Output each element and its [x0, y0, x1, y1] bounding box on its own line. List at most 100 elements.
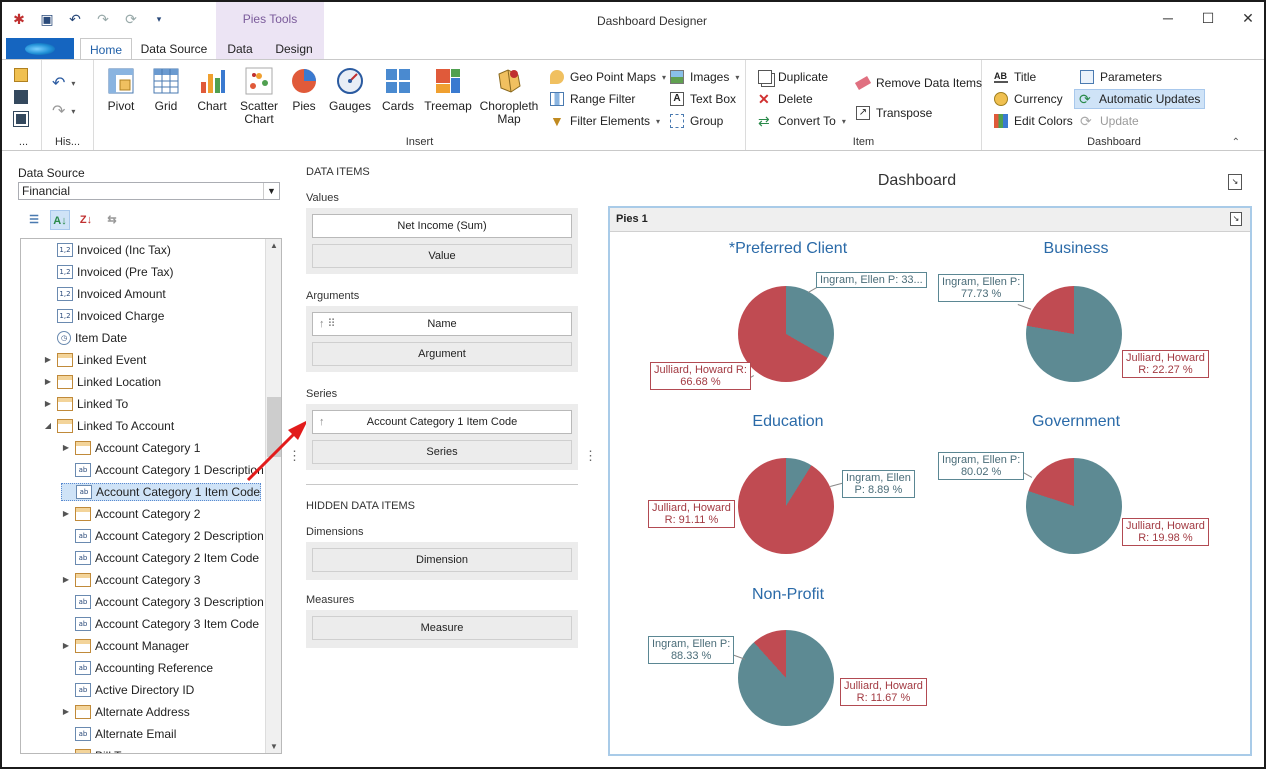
tab-data-source[interactable]: Data Source: [140, 42, 208, 56]
minimize-button[interactable]: ─: [1163, 10, 1173, 26]
tree-item[interactable]: 1,2 Invoiced Charge: [43, 307, 164, 325]
automatic-updates-button[interactable]: ⟳ Automatic Updates: [1074, 89, 1206, 109]
collapsed-arrow-icon[interactable]: ▶: [44, 399, 52, 408]
geo-point-maps-button[interactable]: Geo Point Maps ▾: [550, 68, 666, 86]
scroll-up-icon[interactable]: ▲: [270, 241, 278, 250]
save-all-button[interactable]: [13, 110, 29, 128]
currency-button[interactable]: Currency: [994, 90, 1063, 108]
series-item-account-category[interactable]: ↑ Account Category 1 Item Code: [312, 410, 572, 434]
collapsed-arrow-icon[interactable]: ▶: [62, 641, 70, 650]
data-source-select[interactable]: Financial ▼: [18, 182, 280, 200]
series-placeholder[interactable]: Series: [312, 440, 572, 464]
export-icon[interactable]: ↘: [1228, 174, 1242, 190]
text-box-button[interactable]: A Text Box: [670, 90, 736, 108]
duplicate-button[interactable]: Duplicate: [758, 68, 828, 86]
scroll-down-icon[interactable]: ▼: [270, 742, 278, 751]
redo-button[interactable]: ↷ ▾: [52, 102, 75, 120]
tree-item[interactable]: ▶ Alternate Address: [61, 703, 190, 721]
collapsed-arrow-icon[interactable]: ▶: [62, 575, 70, 584]
measures-placeholder[interactable]: Measure: [312, 616, 572, 640]
group-fields-icon[interactable]: ☰: [29, 214, 39, 226]
update-button[interactable]: ⟳ Update: [1080, 112, 1139, 130]
sort-ascending-icon[interactable]: A↓: [50, 210, 70, 230]
collapsed-arrow-icon[interactable]: ▶: [62, 509, 70, 518]
pie-education[interactable]: [738, 458, 834, 554]
grid-button[interactable]: Grid: [146, 66, 186, 113]
pies-panel[interactable]: Pies 1 ↘ *Preferred Client Ingram, Ellen…: [608, 206, 1252, 756]
tree-item[interactable]: ab Active Directory ID: [61, 681, 194, 699]
values-placeholder[interactable]: Value: [312, 244, 572, 268]
pie-non-profit[interactable]: [738, 630, 834, 726]
save-button[interactable]: [14, 88, 28, 106]
panel-export-icon[interactable]: ↘: [1230, 212, 1242, 226]
tree-item[interactable]: 1,2 Invoiced (Pre Tax): [43, 263, 174, 281]
file-tab[interactable]: [6, 38, 74, 60]
pie-business[interactable]: [1026, 286, 1122, 382]
gauges-button[interactable]: Gauges: [328, 66, 372, 113]
collapsed-arrow-icon[interactable]: ▶: [62, 707, 70, 716]
tree-item[interactable]: ▶ Account Category 3: [61, 571, 200, 589]
convert-to-button[interactable]: ⇄ Convert To ▾: [758, 112, 846, 130]
tree-item[interactable]: ▶ Linked Event: [43, 351, 146, 369]
values-item-net-income[interactable]: Net Income (Sum): [312, 214, 572, 238]
tab-design[interactable]: Design: [275, 42, 313, 56]
delete-button[interactable]: ✕ Delete: [758, 90, 813, 108]
tree-scrollbar[interactable]: ▲ ▼: [265, 239, 281, 753]
remove-data-items-button[interactable]: Remove Data Items: [854, 74, 982, 92]
pivot-button[interactable]: Pivot: [102, 66, 140, 113]
title-button[interactable]: AB Title: [994, 68, 1036, 86]
parameters-button[interactable]: Parameters: [1080, 68, 1162, 86]
cards-button[interactable]: Cards: [378, 66, 418, 113]
tree-item[interactable]: ▶ Account Category 2: [61, 505, 200, 523]
tree-item[interactable]: ◢ Linked To Account: [43, 417, 174, 435]
refresh-icon[interactable]: ⟳: [125, 11, 137, 27]
refresh-fields-icon[interactable]: ⇆: [107, 214, 117, 226]
tree-item[interactable]: ▶ Account Category 1: [61, 439, 200, 457]
pie-government[interactable]: [1026, 458, 1122, 554]
edit-colors-button[interactable]: Edit Colors: [994, 112, 1073, 130]
collapsed-arrow-icon[interactable]: ▶: [62, 443, 70, 452]
tree-item[interactable]: ab Account Category 2 Description: [61, 527, 264, 545]
scroll-thumb[interactable]: [267, 397, 281, 457]
sort-descending-icon[interactable]: Z↓: [79, 214, 93, 226]
dimensions-placeholder[interactable]: Dimension: [312, 548, 572, 572]
collapsed-arrow-icon[interactable]: ▶: [44, 355, 52, 364]
tab-data[interactable]: Data: [227, 42, 253, 56]
close-button[interactable]: ✕: [1242, 10, 1254, 26]
tree-item[interactable]: ab Account Category 1 Item Code: [61, 483, 262, 501]
redo-icon[interactable]: ↷: [97, 11, 109, 27]
app-logo-icon[interactable]: ✱: [13, 11, 25, 27]
collapse-ribbon-icon[interactable]: ⌃: [1231, 137, 1240, 148]
tree-item[interactable]: ab Account Category 3 Item Code: [61, 615, 259, 633]
open-button[interactable]: [14, 66, 28, 84]
pie-preferred-client[interactable]: [738, 286, 834, 382]
chevron-down-icon[interactable]: ▼: [263, 183, 279, 199]
range-filter-button[interactable]: Range Filter: [550, 90, 635, 108]
tree-item[interactable]: 1,2 Invoiced (Inc Tax): [43, 241, 171, 259]
tree-item[interactable]: ▶ Linked To: [43, 395, 128, 413]
tree-item[interactable]: ab Account Category 2 Item Code: [61, 549, 259, 567]
collapsed-arrow-icon[interactable]: ▶: [44, 377, 52, 386]
arguments-placeholder[interactable]: Argument: [312, 342, 572, 366]
customize-icon[interactable]: ▾: [156, 14, 162, 24]
tree-item[interactable]: ab Accounting Reference: [61, 659, 213, 677]
filter-elements-button[interactable]: ▼ Filter Elements ▾: [550, 112, 660, 130]
undo-button[interactable]: ↶ ▾: [52, 74, 75, 92]
choropleth-map-button[interactable]: Choropleth Map: [478, 66, 540, 126]
scatter-chart-button[interactable]: Scatter Chart: [236, 66, 282, 126]
expanded-arrow-icon[interactable]: ◢: [44, 421, 52, 430]
tree-item[interactable]: ▶ Linked Location: [43, 373, 161, 391]
treemap-button[interactable]: Treemap: [424, 66, 472, 113]
tree-item[interactable]: ◷ Item Date: [43, 329, 127, 347]
left-splitter-grip-icon[interactable]: ⋮: [288, 448, 301, 463]
tree-item[interactable]: ▶ Account Manager: [61, 637, 189, 655]
tree-item[interactable]: ▶ Bill T...: [61, 747, 130, 753]
collapsed-arrow-icon[interactable]: ▶: [61, 747, 71, 753]
transpose-button[interactable]: ↗ Transpose: [856, 104, 932, 122]
arguments-item-name[interactable]: ↑ ⠿ Name: [312, 312, 572, 336]
save-icon[interactable]: ▣: [40, 11, 54, 27]
tree-item[interactable]: ab Alternate Email: [61, 725, 176, 743]
right-splitter-grip-icon[interactable]: ⋮: [584, 448, 597, 463]
undo-icon[interactable]: ↶: [69, 11, 81, 27]
group-button[interactable]: Group: [670, 112, 723, 130]
